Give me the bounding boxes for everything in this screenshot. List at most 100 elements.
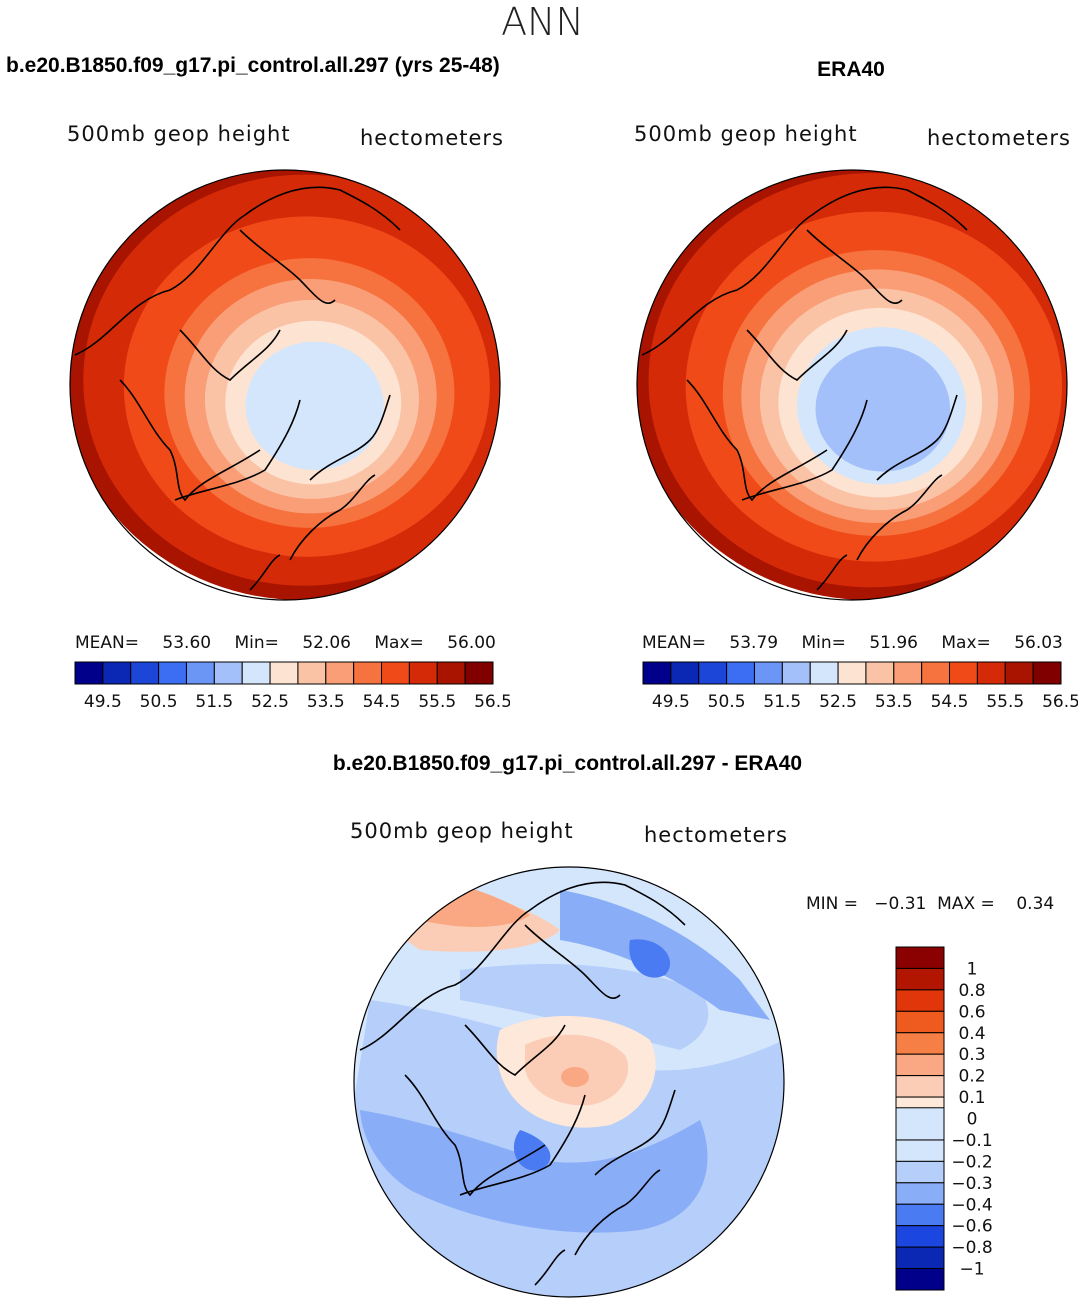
right-colorbar-tick-label: 54.5 — [931, 692, 969, 712]
left-colorbar-swatch-0 — [74, 661, 104, 685]
left-max-label: Max= — [374, 633, 424, 653]
difference-range-text: MIN = −0.31 MAX = 0.34 — [806, 894, 1055, 914]
left-variable-label: 500mb geop height — [67, 122, 291, 146]
difference-colorbar-tick-label: 0 — [967, 1110, 978, 1130]
right-colorbar-tick-label: 56.5 — [1042, 692, 1078, 712]
left-colorbar-swatch-4 — [185, 661, 215, 685]
right-mean-value: 53.79 — [729, 633, 779, 653]
right-colorbar-swatch-8 — [865, 661, 895, 685]
right-colorbar-tick-label: 52.5 — [819, 692, 857, 712]
difference-colorbar-tick-label: 1 — [967, 959, 978, 979]
right-panel-title: ERA40 — [817, 58, 885, 81]
difference-colorbar-swatch-12 — [895, 1225, 945, 1248]
left-colorbar-swatch-11 — [381, 661, 410, 685]
difference-colorbar: 10.80.60.40.30.20.10−0.1−0.2−0.3−0.4−0.6… — [895, 946, 993, 1291]
right-polar-map — [637, 170, 1067, 600]
left-polar-map — [70, 170, 500, 600]
difference-colorbar-tick-label: −1 — [959, 1260, 984, 1280]
difference-colorbar-tick-label: 0.1 — [958, 1088, 985, 1108]
left-colorbar-swatch-2 — [130, 661, 160, 685]
difference-colorbar-tick-label: 0.3 — [958, 1045, 985, 1065]
left-colorbar-tick-label: 55.5 — [418, 692, 456, 712]
left-mean-value: 53.60 — [162, 633, 212, 653]
right-colorbar-tick-label: 53.5 — [875, 692, 913, 712]
right-variable-label: 500mb geop height — [634, 122, 858, 146]
right-colorbar-swatch-3 — [726, 661, 755, 685]
right-max-value: 56.03 — [1014, 633, 1063, 653]
difference-colorbar-tick-label: 0.4 — [958, 1024, 985, 1044]
difference-coastlines — [359, 881, 686, 1286]
figure-title: ANN — [501, 0, 584, 44]
right-stats: MEAN= 53.79 Min= 51.96 Max= 56.03 — [642, 633, 1063, 653]
left-colorbar-swatch-1 — [102, 661, 132, 685]
left-colorbar-tick-label: 53.5 — [307, 692, 345, 712]
difference-colorbar-swatch-3 — [895, 1010, 945, 1034]
right-colorbar-swatch-13 — [1004, 661, 1034, 685]
left-coastlines — [74, 186, 401, 591]
right-min-label: Min= — [801, 633, 846, 653]
right-colorbar-swatch-9 — [893, 661, 923, 685]
difference-colorbar-tick-label: 0.2 — [958, 1067, 985, 1087]
right-colorbar: 49.5 50.5 51.5 52.5 53.5 54.5 55.5 56.5 — [642, 661, 1078, 712]
left-colorbar-swatch-6 — [241, 661, 271, 685]
left-mean-label: MEAN= — [75, 633, 139, 653]
left-colorbar-swatch-8 — [297, 661, 327, 685]
right-units-label: hectometers — [927, 126, 1071, 150]
left-colorbar-tick-label: 56.5 — [474, 692, 510, 712]
right-colorbar-tick-label: 51.5 — [763, 692, 801, 712]
right-colorbar-swatch-0 — [642, 661, 672, 685]
difference-colorbar-swatch-10 — [895, 1182, 945, 1205]
left-colorbar-tick-label: 52.5 — [251, 692, 289, 712]
left-colorbar-tick-label: 51.5 — [195, 692, 233, 712]
left-colorbar: 49.5 50.5 51.5 52.5 53.5 54.5 55.5 56.5 — [74, 661, 510, 712]
difference-colorbar-tick-label: −0.6 — [951, 1217, 992, 1237]
difference-polar-map — [354, 867, 784, 1297]
left-panel-title: b.e20.B1850.f09_g17.pi_control.all.297 (… — [6, 54, 500, 77]
difference-panel-title: b.e20.B1850.f09_g17.pi_control.all.297 -… — [332, 752, 803, 775]
left-min-value: 52.06 — [302, 633, 351, 653]
right-coastlines — [641, 186, 968, 591]
difference-colorbar-swatch-4 — [895, 1032, 945, 1055]
left-stats: MEAN= 53.60 Min= 52.06 Max= 56.00 — [75, 633, 496, 653]
right-colorbar-swatch-7 — [837, 661, 867, 685]
right-mean-label: MEAN= — [642, 633, 706, 653]
difference-colorbar-tick-label: −0.1 — [951, 1131, 992, 1151]
left-colorbar-swatch-10 — [353, 661, 383, 685]
right-colorbar-swatch-11 — [949, 661, 978, 685]
left-colorbar-tick-label: 49.5 — [84, 692, 122, 712]
difference-colorbar-tick-label: −0.8 — [951, 1238, 992, 1258]
difference-colorbar-swatch-9 — [895, 1160, 945, 1184]
left-colorbar-swatch-13 — [436, 661, 466, 685]
left-max-value: 56.00 — [447, 633, 496, 653]
left-colorbar-swatch-14 — [464, 661, 494, 685]
difference-units-label: hectometers — [644, 823, 788, 847]
right-map-contour-10 — [815, 346, 951, 472]
right-colorbar-swatch-12 — [976, 661, 1006, 685]
right-colorbar-swatch-5 — [781, 661, 811, 685]
right-colorbar-swatch-2 — [698, 661, 728, 685]
difference-colorbar-tick-label: −0.3 — [951, 1174, 992, 1194]
left-colorbar-tick-label: 50.5 — [140, 692, 178, 712]
right-min-value: 51.96 — [869, 633, 918, 653]
right-colorbar-tick-label: 50.5 — [708, 692, 746, 712]
left-units-label: hectometers — [360, 126, 504, 150]
left-colorbar-tick-label: 54.5 — [363, 692, 401, 712]
left-min-label: Min= — [234, 633, 279, 653]
right-colorbar-swatch-10 — [921, 661, 951, 685]
left-colorbar-swatch-12 — [408, 661, 438, 685]
left-colorbar-swatch-9 — [325, 661, 355, 685]
difference-colorbar-swatch-6 — [895, 1075, 945, 1098]
difference-variable-label: 500mb geop height — [350, 819, 574, 843]
difference-colorbar-swatch-2 — [895, 989, 945, 1012]
difference-colorbar-swatch-11 — [895, 1203, 945, 1227]
right-colorbar-swatch-6 — [809, 661, 839, 685]
difference-colorbar-swatch-14 — [895, 1268, 945, 1291]
left-colorbar-swatch-5 — [213, 661, 243, 685]
difference-colorbar-swatch-0 — [895, 946, 945, 969]
difference-colorbar-tick-label: −0.4 — [951, 1195, 992, 1215]
difference-colorbar-tick-label: −0.2 — [951, 1152, 992, 1172]
right-colorbar-swatch-1 — [670, 661, 700, 685]
difference-colorbar-zero-band — [895, 1107, 945, 1141]
difference-colorbar-swatch-13 — [895, 1246, 945, 1270]
